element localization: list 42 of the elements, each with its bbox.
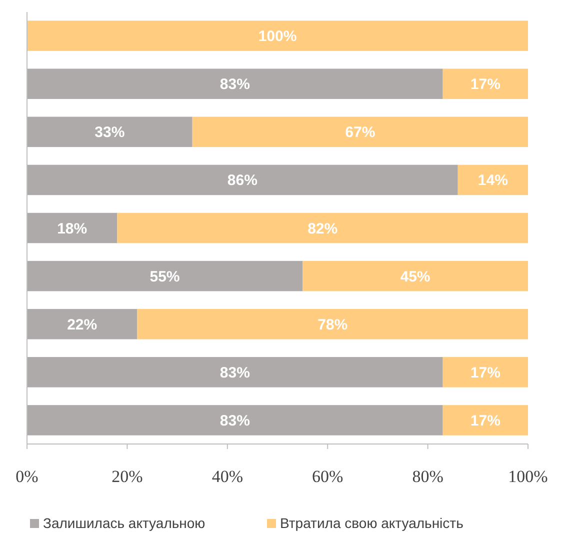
bar [27,212,118,244]
bar [27,405,443,436]
legend-label: Втратила свою актуальність [280,515,464,531]
data-label: 22% [67,316,98,334]
bar [27,68,443,99]
x-tick-label: 20% [112,467,143,486]
bar [442,405,528,436]
data-label: 86% [227,172,258,190]
data-label: 17% [470,364,500,382]
bar [442,68,528,99]
x-tick-label: 40% [212,467,243,486]
data-label: 82% [308,220,338,238]
data-label: 17% [470,76,500,94]
x-tick-label: 60% [312,467,344,486]
bar [27,20,528,51]
x-tick-label: 100% [508,467,548,486]
data-label: 55% [150,268,180,286]
bar [192,116,528,148]
data-label: 83% [220,76,250,94]
bar [27,164,458,196]
data-label: 83% [220,412,250,430]
data-label: 14% [478,172,508,190]
bar [458,164,528,196]
data-label: 45% [400,268,430,286]
bar [27,357,443,388]
data-label: 18% [57,220,88,238]
data-label: 67% [345,124,376,142]
x-tick-label: 0% [16,467,38,486]
bar [137,308,528,340]
bar [442,357,528,388]
data-label: 78% [318,316,348,334]
bar [117,212,528,244]
data-label: 17% [470,412,500,430]
x-tick-label: 80% [412,467,444,486]
bar [27,116,192,148]
bar [27,308,138,340]
data-label: 100% [258,28,297,46]
legend-label: Залишилась актуальною [43,515,206,531]
bar [302,260,528,292]
data-label: 33% [94,124,125,142]
data-label: 83% [220,364,250,382]
bar [27,260,303,292]
